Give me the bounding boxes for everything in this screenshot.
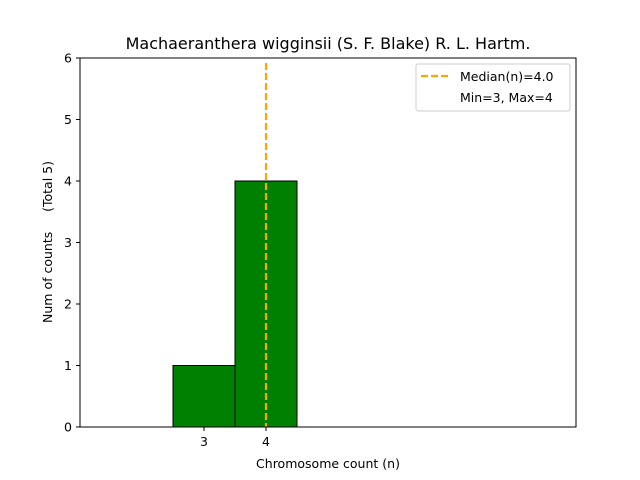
legend-box xyxy=(415,63,571,112)
y-tick-label: 1 xyxy=(64,358,72,373)
x-axis-label: Chromosome count (n) xyxy=(256,456,400,471)
legend: Median(n)=4.0 Min=3, Max=4 xyxy=(415,63,571,112)
x-tick-label: 4 xyxy=(262,434,270,449)
legend-range-label: Min=3, Max=4 xyxy=(460,90,553,105)
chart-title: Machaeranthera wigginsii (S. F. Blake) R… xyxy=(126,34,531,53)
bars-group xyxy=(172,180,298,428)
x-tick-label: 3 xyxy=(200,434,208,449)
y-axis-label: Num of counts (Total 5) xyxy=(40,161,55,323)
y-tick-label: 0 xyxy=(64,420,72,435)
y-ticks: 0 1 2 3 4 5 6 xyxy=(64,51,80,435)
y-tick-label: 2 xyxy=(64,297,72,312)
plot-frame xyxy=(79,57,577,428)
y-tick-label: 3 xyxy=(64,235,72,250)
y-tick-label: 4 xyxy=(64,174,72,189)
bar-3 xyxy=(172,365,236,428)
y-tick-label: 5 xyxy=(64,112,72,127)
legend-median-label: Median(n)=4.0 xyxy=(460,69,554,84)
y-tick-label: 6 xyxy=(64,51,72,66)
